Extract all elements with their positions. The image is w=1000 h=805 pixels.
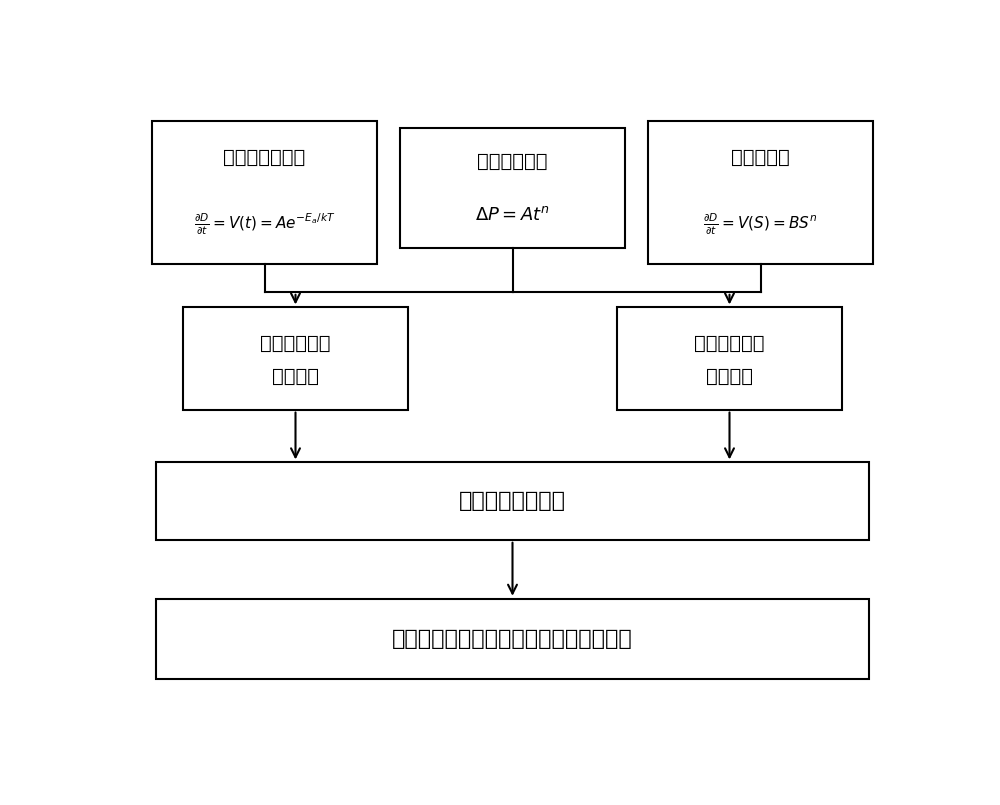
Text: 退化时间模型: 退化时间模型 (477, 152, 548, 171)
Text: 建立温度应力: 建立温度应力 (260, 333, 331, 353)
Text: 退化模型: 退化模型 (706, 367, 753, 386)
Bar (152, 122, 377, 264)
Bar (617, 308, 842, 410)
Text: 阿伦尼乌斯模型: 阿伦尼乌斯模型 (223, 147, 306, 167)
Text: $\frac{\partial D}{\partial t}=V(S)=BS^n$: $\frac{\partial D}{\partial t}=V(S)=BS^n… (703, 211, 818, 237)
Bar (400, 127, 625, 249)
Text: 径向基神经元融合: 径向基神经元融合 (459, 491, 566, 511)
Text: 退化模型: 退化模型 (272, 367, 319, 386)
Bar (156, 462, 869, 540)
Text: 建立温度、电压双应力阈值电压退化模型: 建立温度、电压双应力阈值电压退化模型 (392, 629, 633, 649)
Bar (156, 599, 869, 679)
Text: $\Delta P = At^n$: $\Delta P = At^n$ (475, 205, 550, 224)
Bar (183, 308, 408, 410)
Text: 建立电压应力: 建立电压应力 (694, 333, 765, 353)
Text: 逆幂律模型: 逆幂律模型 (731, 147, 790, 167)
Bar (648, 122, 873, 264)
Text: $\frac{\partial D}{\partial t}=V(t)=Ae^{-E_a/kT}$: $\frac{\partial D}{\partial t}=V(t)=Ae^{… (194, 211, 335, 237)
